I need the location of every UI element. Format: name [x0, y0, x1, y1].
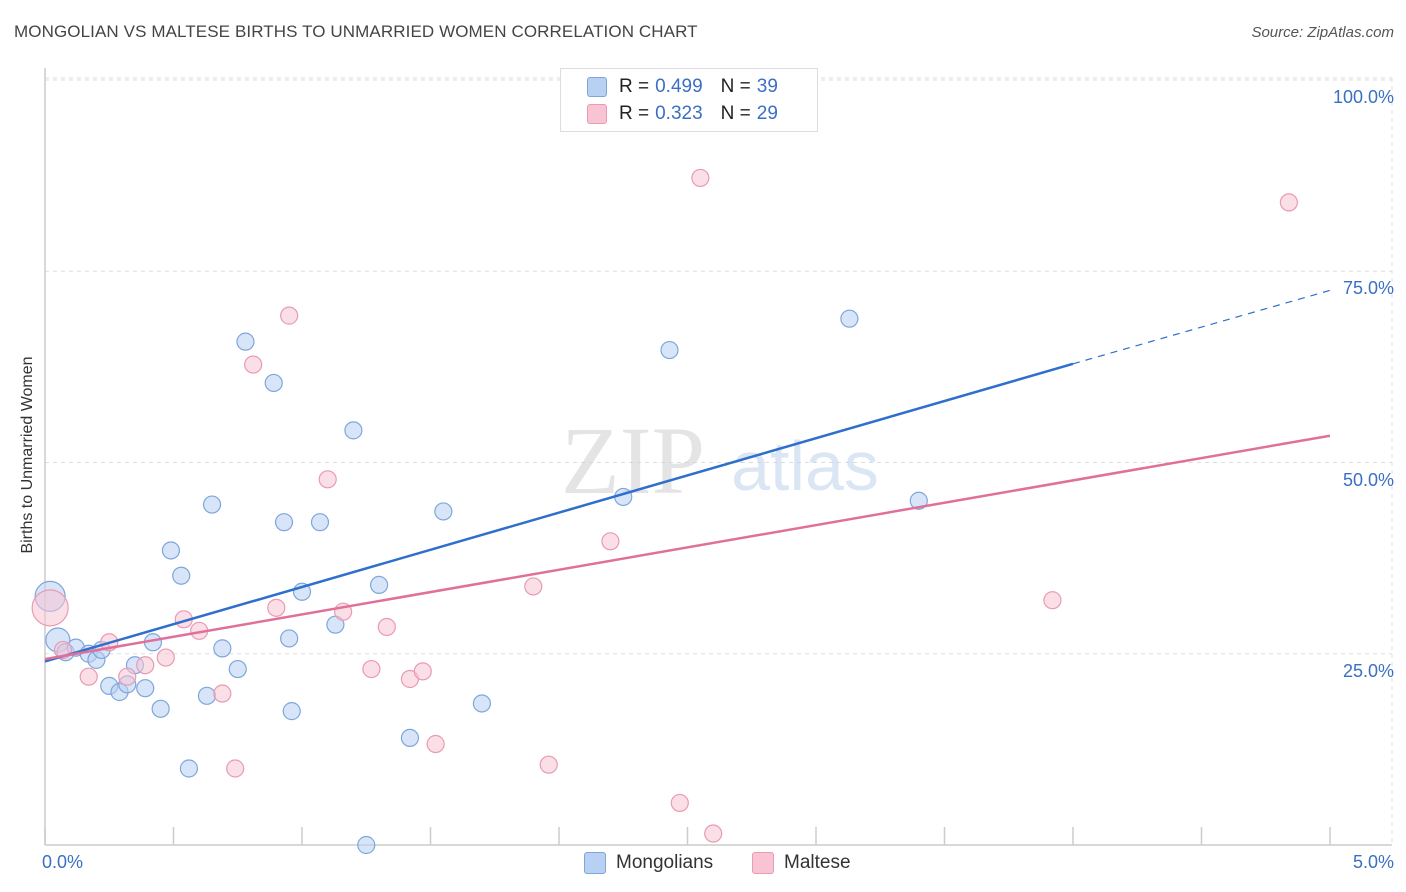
legend-n-label: N =	[720, 76, 751, 97]
y-tick-label: 75.0%	[1342, 278, 1394, 299]
legend-swatch-blue	[587, 77, 607, 97]
correlation-legend: R = 0.499 N = 39 R = 0.323 N = 29	[560, 68, 818, 132]
mongolians-point-30	[357, 835, 376, 855]
mongolians-point-31	[370, 575, 389, 595]
legend-swatch-blue	[584, 852, 606, 874]
mongolians-points	[34, 309, 928, 855]
legend-swatch-pink	[752, 852, 774, 874]
chart-title: MONGOLIAN VS MALTESE BIRTHS TO UNMARRIED…	[14, 22, 698, 41]
watermark: ZIP atlas	[561, 407, 879, 514]
mongolians-point-16	[179, 759, 199, 778]
mongolians-point-34	[472, 694, 491, 713]
legend-r-label: R =	[619, 103, 650, 124]
mongolians-point-15	[172, 566, 191, 585]
mongolians-point-18	[202, 495, 222, 514]
maltese-point-25	[691, 168, 710, 188]
mongolians-point-29	[344, 421, 363, 440]
maltese-point-12	[280, 306, 299, 325]
maltese-point-4	[118, 667, 137, 686]
maltese-point-17	[377, 617, 396, 637]
maltese-point-14	[318, 470, 337, 489]
legend-r-value: 0.323	[655, 103, 703, 124]
y-tick-label: 100.0%	[1332, 87, 1394, 107]
mongolians-point-36	[660, 340, 679, 360]
legend-item-maltese: Maltese	[752, 852, 851, 874]
watermark-atlas: atlas	[731, 427, 879, 505]
axes	[44, 68, 1392, 846]
maltese-point-13	[267, 598, 286, 617]
legend-item-mongolians: Mongolians	[584, 852, 713, 874]
mongolians-point-38	[909, 491, 928, 510]
maltese-point-10	[226, 759, 245, 778]
legend-n-value: 29	[756, 103, 778, 124]
x-tick-label-min: 0.0%	[42, 852, 84, 872]
maltese-points	[31, 168, 1298, 843]
legend-label-maltese: Maltese	[784, 852, 851, 873]
series-legend: Mongolians Maltese	[0, 850, 1406, 878]
maltese-point-27	[1043, 591, 1062, 610]
maltese-point-9	[213, 684, 232, 703]
mongolians-trend-line	[44, 362, 1074, 663]
trend-lines	[44, 289, 1331, 663]
maltese-point-23	[601, 532, 620, 551]
maltese-trend-line	[44, 434, 1331, 661]
mongolians-point-19	[213, 639, 232, 658]
legend-n-label: N =	[720, 103, 751, 124]
maltese-point-19	[413, 662, 432, 681]
maltese-point-28	[1279, 193, 1298, 212]
gridlines	[45, 77, 1393, 845]
maltese-point-6	[156, 648, 175, 667]
mongolians-point-21	[236, 332, 255, 351]
maltese-point-20	[426, 734, 445, 754]
y-tick-label: 50.0%	[1342, 469, 1394, 490]
maltese-point-2	[79, 667, 98, 686]
mongolians-point-20	[228, 659, 247, 679]
mongolians-point-17	[197, 686, 217, 705]
mongolians-point-37	[840, 309, 859, 328]
mongolians-point-32	[400, 728, 420, 748]
maltese-point-21	[524, 577, 543, 596]
mongolians-point-22	[264, 373, 283, 393]
legend-row-mongolians: R = 0.499 N = 39	[587, 74, 778, 100]
legend-row-maltese: R = 0.323 N = 29	[587, 101, 778, 127]
maltese-point-26	[704, 824, 723, 843]
maltese-point-5	[136, 656, 155, 675]
mongolians-point-24	[282, 702, 301, 721]
mongolians-point-33	[434, 502, 453, 521]
x-tick-label-max: 5.0%	[1352, 852, 1394, 872]
legend-r-label: R =	[619, 76, 650, 97]
mongolians-point-13	[151, 699, 170, 718]
maltese-point-11	[244, 355, 263, 374]
y-tick-label: 25.0%	[1342, 660, 1394, 681]
legend-label-mongolians: Mongolians	[616, 852, 714, 873]
maltese-point-24	[670, 793, 689, 813]
legend-swatch-pink	[587, 104, 607, 124]
mongolians-point-27	[310, 513, 330, 532]
maltese-point-22	[539, 755, 558, 774]
watermark-zip: ZIP	[561, 407, 705, 514]
mongolians-point-25	[280, 629, 299, 648]
legend-n-value: 39	[756, 76, 778, 97]
mongolians-trend-extension	[1072, 289, 1331, 365]
mongolians-point-23	[274, 513, 294, 532]
legend-r-value: 0.499	[655, 76, 703, 97]
source-label: Source: ZipAtlas.com	[1251, 24, 1394, 41]
mongolians-point-14	[161, 541, 181, 560]
maltese-point-16	[362, 659, 381, 679]
mongolians-point-11	[136, 679, 155, 698]
maltese-point-0	[31, 589, 69, 627]
